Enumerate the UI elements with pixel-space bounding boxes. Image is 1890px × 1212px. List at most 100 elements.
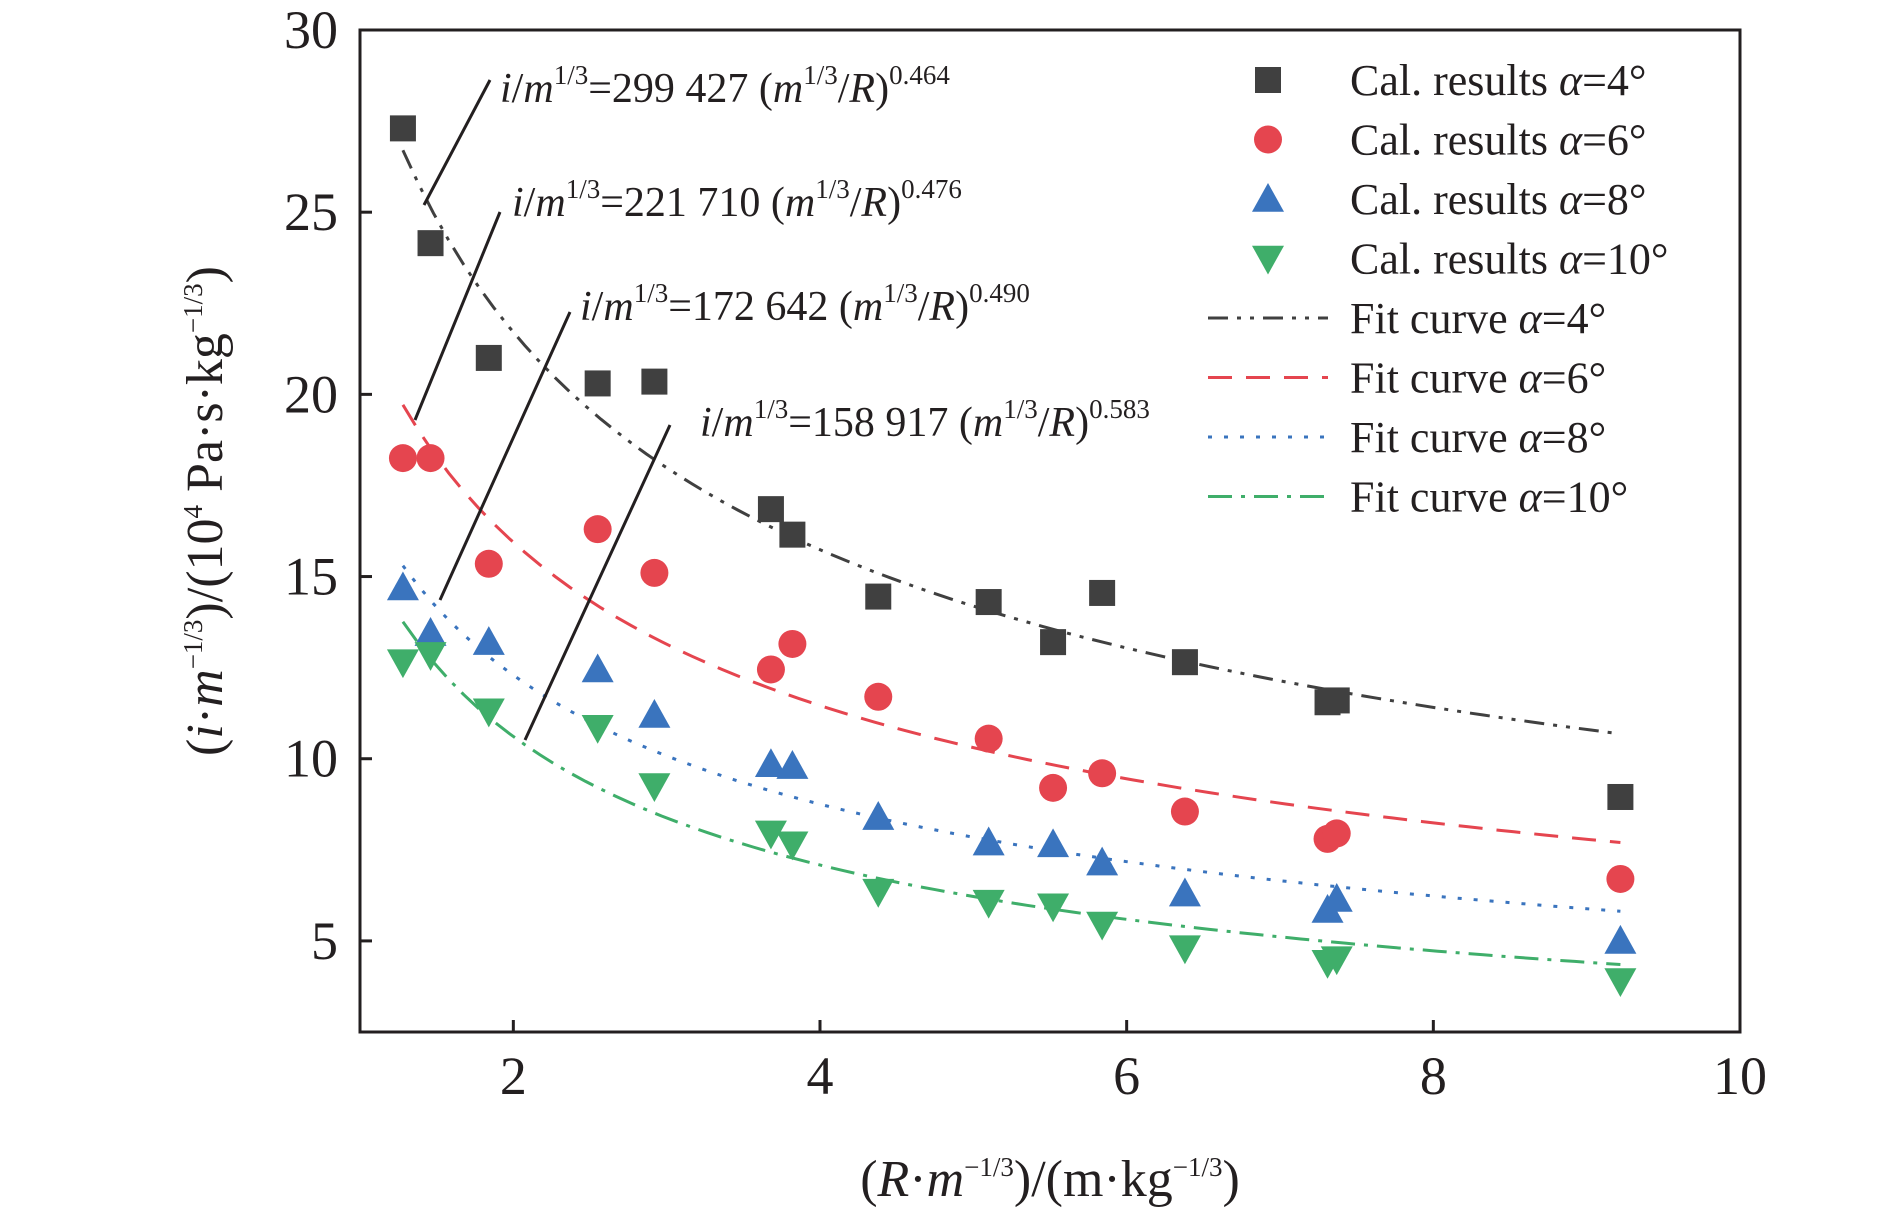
data-point [641, 368, 668, 395]
legend-label: Cal. results α=8° [1350, 175, 1647, 224]
data-point [581, 653, 614, 683]
equation-leader-lines [413, 79, 672, 741]
fit-curves [401, 149, 1621, 966]
data-point [865, 583, 892, 610]
data-point [756, 655, 785, 684]
legend-label: Cal. results α=6° [1350, 116, 1647, 165]
data-point [414, 642, 447, 671]
series-1-points [389, 115, 1634, 810]
leader-line-3 [438, 311, 572, 601]
data-point [1039, 773, 1068, 802]
x-axis-title: (R·m−1/3)/(m·kg−1/3) [860, 1151, 1240, 1208]
axis-titles: (R·m−1/3)/(m·kg−1/3) (i·m−1/3)/(104 Pa·s·… [177, 266, 1240, 1208]
data-point [386, 649, 419, 679]
legend-marker [1255, 67, 1281, 93]
fit-curve-3 [401, 564, 1621, 913]
data-point [1089, 579, 1116, 606]
data-point [1037, 893, 1070, 923]
data-point [475, 344, 502, 371]
data-point [416, 444, 445, 473]
data-point [862, 878, 895, 908]
data-point [754, 748, 787, 777]
data-point [776, 831, 809, 861]
legend-label: Fit curve α=6° [1350, 354, 1606, 403]
data-point [1040, 629, 1067, 656]
data-point [1088, 759, 1117, 788]
legend-item-fit-1: Fit curve α=4° [1208, 294, 1606, 343]
data-point [975, 589, 1002, 616]
data-point [1604, 924, 1637, 954]
data-point [779, 521, 806, 548]
legend-item-series-3: Cal. results α=8° [1252, 175, 1647, 224]
legend-label: Cal. results α=4° [1350, 56, 1647, 105]
series-4-points [386, 642, 1637, 997]
data-point [757, 496, 784, 523]
data-point [974, 724, 1003, 753]
plot-frame [358, 28, 1742, 1034]
data-point [1168, 877, 1201, 907]
data-point [584, 370, 611, 397]
y-tick-label: 20 [284, 364, 338, 424]
leader-line-4 [523, 424, 672, 741]
fit-equation-1: i/m1/3=299 427 (m1/3/R)0.464 [500, 60, 950, 112]
y-tick-label: 5 [311, 911, 338, 971]
data-point [972, 826, 1005, 856]
data-point [1171, 649, 1198, 676]
data-point [864, 682, 893, 711]
data-point [389, 115, 416, 142]
y-tick-label: 15 [284, 547, 338, 607]
data-point [778, 629, 807, 658]
legend-item-series-1: Cal. results α=4° [1255, 56, 1647, 105]
y-axis-title: (i·m−1/3)/(104 Pa·s·kg−1/3) [177, 266, 234, 756]
x-tick-label: 10 [1713, 1046, 1767, 1106]
data-point [388, 444, 417, 473]
data-point [386, 571, 419, 601]
y-tick-label: 10 [284, 729, 338, 789]
fit-equation-2: i/m1/3=221 710 (m1/3/R)0.476 [512, 174, 962, 226]
legend-label: Fit curve α=10° [1350, 473, 1628, 522]
x-tick-label: 4 [807, 1046, 834, 1106]
fit-curve-1 [401, 149, 1621, 736]
data-point [417, 230, 444, 257]
x-tick-label: 6 [1113, 1046, 1140, 1106]
x-tick-label: 8 [1420, 1046, 1447, 1106]
data-point [1606, 864, 1635, 893]
fit-curve-4 [401, 620, 1621, 966]
data-point [472, 626, 505, 655]
data-point [1322, 819, 1351, 848]
legend-item-fit-4: Fit curve α=10° [1208, 473, 1628, 522]
data-point [1320, 883, 1353, 912]
data-point [1323, 687, 1350, 714]
fit-equation-3: i/m1/3=172 642 (m1/3/R)0.490 [580, 278, 1030, 330]
data-point [640, 558, 669, 587]
legend-marker [1252, 183, 1284, 212]
data-point [638, 699, 671, 728]
legend-label: Fit curve α=4° [1350, 294, 1606, 343]
fit-equation-4: i/m1/3=158 917 (m1/3/R)0.583 [700, 394, 1150, 446]
data-point [1604, 968, 1637, 997]
legend-item-series-2: Cal. results α=6° [1254, 116, 1647, 165]
x-tick-label: 2 [500, 1046, 527, 1106]
legend-marker [1254, 125, 1282, 154]
data-point [1037, 828, 1070, 858]
data-point [1086, 846, 1119, 876]
data-point [1168, 935, 1201, 965]
data-point [972, 889, 1005, 919]
data-point [754, 820, 787, 850]
fit-equations: i/m1/3=299 427 (m1/3/R)0.464 i/m1/3=221 7… [500, 60, 1150, 446]
leader-line-1 [422, 79, 492, 206]
data-point [1170, 797, 1199, 826]
legend-label: Cal. results α=10° [1350, 235, 1669, 284]
legend-item-fit-2: Fit curve α=6° [1208, 354, 1606, 403]
data-point [581, 714, 614, 744]
data-point [1607, 783, 1634, 810]
data-point [1320, 946, 1353, 976]
data-point [1086, 911, 1119, 941]
series-3-points [386, 571, 1637, 954]
data-point [583, 515, 612, 544]
legend-label: Fit curve α=8° [1350, 413, 1606, 462]
data-point [776, 750, 809, 779]
y-tick-label: 25 [284, 182, 338, 242]
data-point [638, 773, 671, 803]
